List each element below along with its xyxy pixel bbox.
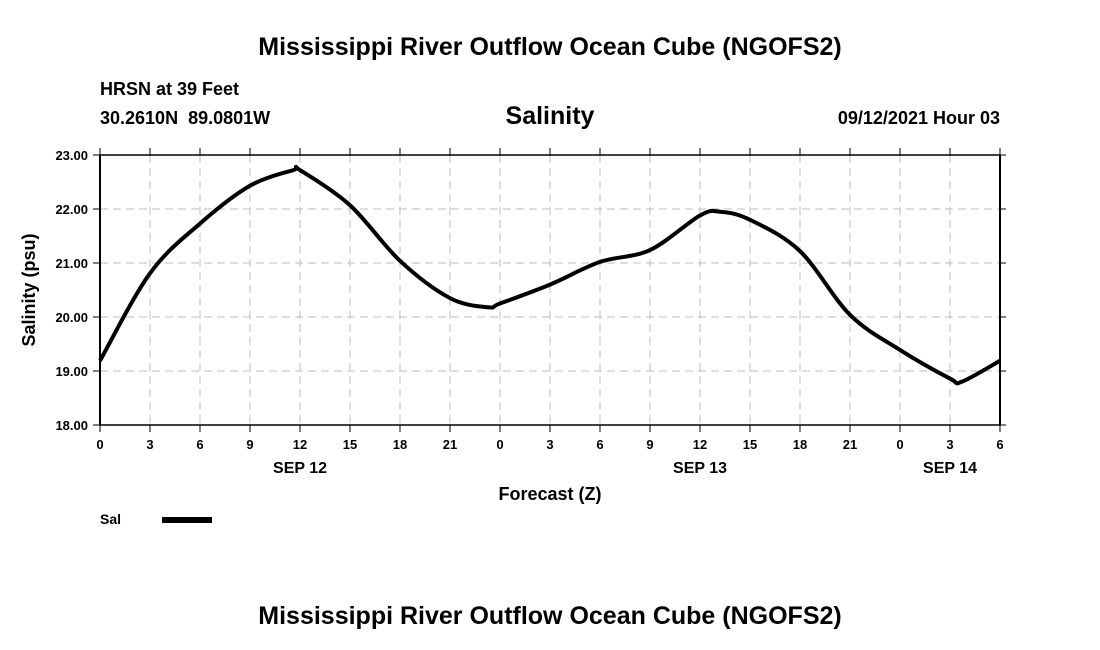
- series: [98, 164, 1001, 386]
- y-axis-label: Salinity (psu): [19, 233, 39, 346]
- y-tick-label: 21.00: [55, 256, 88, 271]
- x-tick-label: 0: [96, 437, 103, 452]
- y-tick-label: 19.00: [55, 364, 88, 379]
- grid-lines: [100, 155, 1000, 425]
- x-tick-label: 3: [946, 437, 953, 452]
- date-label: SEP 14: [923, 460, 977, 477]
- y-tick-label: 22.00: [55, 202, 88, 217]
- x-tick-label: 9: [646, 437, 653, 452]
- x-tick-label: 6: [996, 437, 1003, 452]
- x-tick-label: 15: [743, 437, 757, 452]
- x-tick-label: 0: [496, 437, 503, 452]
- page-title-bottom: Mississippi River Outflow Ocean Cube (NG…: [258, 602, 841, 630]
- x-tick-label: 18: [393, 437, 407, 452]
- chart-title: Salinity: [506, 102, 595, 130]
- legend-label-sal: Sal: [100, 511, 121, 527]
- run-time: 09/12/2021 Hour 03: [838, 108, 1000, 128]
- x-tick-label: 6: [196, 437, 203, 452]
- x-tick-label: 12: [293, 437, 307, 452]
- date-label: SEP 13: [673, 460, 727, 477]
- station-label: HRSN at 39 Feet: [100, 79, 239, 99]
- x-tick-label: 21: [843, 437, 857, 452]
- station-coords: 30.2610N 89.0801W: [100, 108, 270, 128]
- x-tick-label: 21: [443, 437, 457, 452]
- x-tick-label: 18: [793, 437, 807, 452]
- x-tick-label: 6: [596, 437, 603, 452]
- y-tick-label: 20.00: [55, 310, 88, 325]
- series-line-sal: [98, 164, 1001, 386]
- tick-labels: 0 3 6 9 12 15 18 21 0 3 6 9 12 15 18 21 0 3 6 18.00 19.00 20.…: [55, 148, 1003, 477]
- x-axis-label: Forecast (Z): [498, 484, 601, 504]
- x-tick-label: 12: [693, 437, 707, 452]
- axes: [93, 148, 1006, 432]
- legend: Sal: [100, 511, 212, 527]
- date-label: SEP 12: [273, 460, 327, 477]
- x-tick-label: 15: [343, 437, 357, 452]
- x-tick-label: 0: [896, 437, 903, 452]
- x-tick-label: 3: [146, 437, 153, 452]
- x-tick-label: 9: [246, 437, 253, 452]
- y-tick-label: 23.00: [55, 148, 88, 163]
- x-tick-label: 3: [546, 437, 553, 452]
- y-tick-label: 18.00: [55, 418, 88, 433]
- page-title-top: Mississippi River Outflow Ocean Cube (NG…: [258, 33, 841, 61]
